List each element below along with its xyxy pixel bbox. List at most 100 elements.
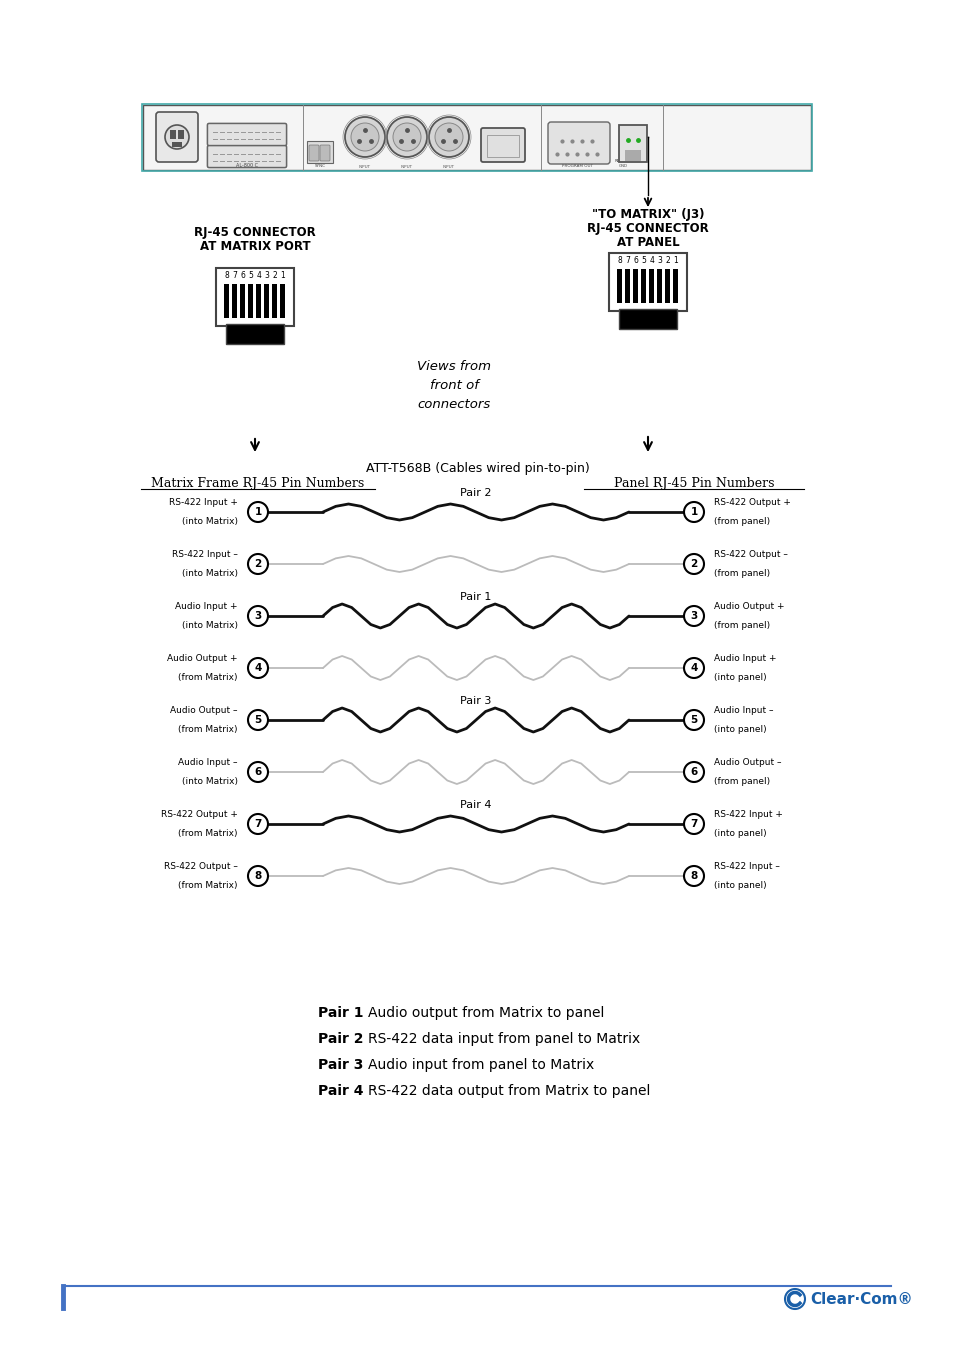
Text: ATT-T568B (Cables wired pin-to-pin): ATT-T568B (Cables wired pin-to-pin) [366, 462, 589, 475]
Text: SYNC: SYNC [314, 163, 325, 167]
Bar [618, 309, 677, 329]
Text: 6: 6 [633, 256, 638, 265]
Text: 2: 2 [254, 559, 261, 568]
Circle shape [248, 657, 268, 678]
Bar [624, 150, 640, 161]
Bar [233, 284, 237, 319]
Text: 8: 8 [617, 256, 621, 265]
Text: RS-422 Input –: RS-422 Input – [172, 549, 237, 559]
Text: Audio Input +: Audio Input + [713, 653, 776, 663]
Text: Audio input from panel to Matrix: Audio input from panel to Matrix [368, 1058, 594, 1072]
Text: RS-422 data output from Matrix to panel: RS-422 data output from Matrix to panel [368, 1084, 650, 1098]
Circle shape [683, 554, 703, 574]
FancyBboxPatch shape [156, 112, 198, 162]
Text: 3: 3 [690, 612, 697, 621]
Text: 1: 1 [690, 508, 697, 517]
Text: RS-422 Output +: RS-422 Output + [713, 498, 790, 508]
Text: REPLACE
GND: REPLACE GND [614, 159, 631, 167]
Text: AT PANEL: AT PANEL [616, 236, 679, 248]
Text: 4: 4 [690, 663, 697, 674]
Text: INPUT: INPUT [442, 165, 455, 169]
Bar [273, 284, 277, 319]
FancyBboxPatch shape [307, 140, 333, 163]
Bar [178, 130, 184, 139]
Text: (into Matrix): (into Matrix) [182, 621, 237, 630]
FancyBboxPatch shape [319, 144, 330, 161]
Text: INPUT: INPUT [400, 165, 413, 169]
FancyBboxPatch shape [547, 122, 609, 163]
Circle shape [683, 710, 703, 730]
Circle shape [683, 865, 703, 886]
Bar [640, 269, 646, 302]
Text: 2: 2 [665, 256, 670, 265]
Text: 8: 8 [224, 271, 229, 279]
Text: AL-800 C: AL-800 C [235, 163, 257, 167]
Text: (into panel): (into panel) [713, 674, 766, 682]
Bar [172, 142, 182, 147]
Text: (from panel): (from panel) [713, 568, 769, 578]
Circle shape [248, 761, 268, 782]
Text: Pair 3: Pair 3 [460, 697, 491, 706]
FancyBboxPatch shape [618, 126, 646, 162]
Text: Clear·Com®: Clear·Com® [809, 1292, 912, 1307]
Text: (from Matrix): (from Matrix) [178, 674, 237, 682]
Text: 5: 5 [690, 716, 697, 725]
Text: 1: 1 [254, 508, 261, 517]
Circle shape [248, 814, 268, 834]
Text: AT MATRIX PORT: AT MATRIX PORT [199, 240, 310, 252]
Text: Audio Output –: Audio Output – [171, 706, 237, 716]
Text: Audio Output –: Audio Output – [713, 757, 781, 767]
Bar [170, 130, 175, 139]
Text: Pair 2: Pair 2 [317, 1031, 363, 1046]
Circle shape [435, 123, 462, 151]
Circle shape [683, 657, 703, 678]
Text: 1: 1 [673, 256, 678, 265]
FancyBboxPatch shape [208, 146, 286, 167]
Circle shape [393, 123, 420, 151]
Text: 7: 7 [233, 271, 237, 279]
Bar [143, 105, 810, 170]
Text: RS-422 Input +: RS-422 Input + [169, 498, 237, 508]
Bar [665, 269, 670, 302]
Bar [633, 269, 638, 302]
Bar [657, 269, 661, 302]
Text: Audio Input –: Audio Input – [713, 706, 773, 716]
Circle shape [248, 554, 268, 574]
Text: Pair 4: Pair 4 [459, 801, 491, 810]
Circle shape [165, 126, 189, 148]
Text: RJ-45 CONNECTOR: RJ-45 CONNECTOR [586, 221, 708, 235]
Text: RS-422 Output +: RS-422 Output + [161, 810, 237, 819]
Bar [226, 324, 284, 344]
Text: 6: 6 [240, 271, 245, 279]
Circle shape [683, 502, 703, 522]
Text: RS-422 Input +: RS-422 Input + [713, 810, 782, 819]
Circle shape [429, 117, 469, 157]
Bar [649, 269, 654, 302]
Bar [248, 284, 253, 319]
Bar [608, 252, 686, 310]
Text: 6: 6 [254, 767, 261, 778]
Circle shape [248, 710, 268, 730]
Text: (from Matrix): (from Matrix) [178, 829, 237, 838]
Text: 3: 3 [657, 256, 661, 265]
Text: Pair 1: Pair 1 [460, 593, 491, 602]
Text: Matrix Frame RJ-45 Pin Numbers: Matrix Frame RJ-45 Pin Numbers [152, 477, 364, 490]
Text: 4: 4 [649, 256, 654, 265]
Text: PROGRAM OUT: PROGRAM OUT [562, 163, 593, 167]
Text: Audio Input +: Audio Input + [175, 602, 237, 612]
FancyBboxPatch shape [208, 123, 286, 146]
Text: Audio Input –: Audio Input – [178, 757, 237, 767]
Bar [240, 284, 245, 319]
Text: RS-422 Output –: RS-422 Output – [713, 549, 787, 559]
Text: (from Matrix): (from Matrix) [178, 882, 237, 890]
Bar [280, 284, 285, 319]
Text: 7: 7 [690, 819, 697, 829]
Text: RS-422 data input from panel to Matrix: RS-422 data input from panel to Matrix [368, 1031, 639, 1046]
Text: Audio Output +: Audio Output + [168, 653, 237, 663]
Text: 2: 2 [273, 271, 277, 279]
Text: RS-422 Input –: RS-422 Input – [713, 863, 779, 871]
Text: 5: 5 [249, 271, 253, 279]
Text: (into Matrix): (into Matrix) [182, 568, 237, 578]
Circle shape [248, 606, 268, 626]
Circle shape [683, 761, 703, 782]
